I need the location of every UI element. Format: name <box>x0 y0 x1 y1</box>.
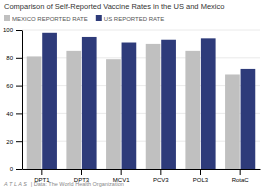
y-tick-label: 100 <box>3 27 14 33</box>
x-tick-mark <box>160 169 161 175</box>
x-tick-mark <box>41 169 42 175</box>
legend-label: MEXICO REPORTED RATE <box>12 16 88 22</box>
grid-line <box>22 169 260 170</box>
bar <box>27 56 42 169</box>
bar <box>185 51 200 169</box>
y-tick: 80 <box>6 55 22 61</box>
y-tick-label: 0 <box>10 166 14 172</box>
bar <box>106 59 121 169</box>
bars <box>27 33 256 169</box>
y-tick-label: 80 <box>6 55 13 61</box>
y-axis-line <box>22 31 23 170</box>
grid-line <box>22 141 260 142</box>
bar <box>161 40 176 169</box>
legend-swatch <box>96 15 102 21</box>
bar <box>225 74 240 169</box>
annotation: | Data: The World Health Organization <box>31 181 124 187</box>
x-tick: POL3 <box>193 169 209 183</box>
bar <box>201 38 216 169</box>
y-tick: 60 <box>6 83 22 89</box>
y-axis: 0 20 40 60 80 100 <box>3 27 23 172</box>
bar-series <box>42 33 255 169</box>
legend-item: US REPORTED RATE <box>96 15 164 22</box>
annotation: A T L A S <box>3 181 27 187</box>
y-tick-label: 40 <box>6 111 13 117</box>
legend-swatch <box>4 15 10 21</box>
y-tick-label: 60 <box>6 83 13 89</box>
legend: MEXICO REPORTED RATE US REPORTED RATE <box>4 15 164 22</box>
x-tick: RotaC <box>232 169 250 183</box>
bar <box>66 51 81 169</box>
legend-item: MEXICO REPORTED RATE <box>4 15 88 22</box>
bar <box>241 69 256 169</box>
x-tick-label: POL3 <box>193 177 209 183</box>
x-axis-line <box>23 169 261 170</box>
y-tick-mark <box>16 86 22 87</box>
y-tick-mark <box>16 169 22 170</box>
title: Comparison of Self-Reported Vaccine Rate… <box>4 2 224 11</box>
grid-line <box>22 85 260 86</box>
y-tick: 100 <box>3 27 22 33</box>
y-tick-mark <box>16 113 22 114</box>
plot: 020406080100DPT1DPT3MCV1PCV3POL3RotaC <box>3 27 261 183</box>
x-tick-mark <box>81 169 82 175</box>
legend-label: US REPORTED RATE <box>104 16 164 22</box>
grid-line <box>22 57 260 58</box>
x-tick: PCV3 <box>153 169 169 183</box>
x-tick-label: PCV3 <box>153 177 169 183</box>
x-tick-mark <box>200 169 201 175</box>
x-tick-mark <box>240 169 241 175</box>
bar <box>122 43 137 169</box>
grid <box>22 30 260 169</box>
y-tick: 40 <box>6 111 22 117</box>
grid-line <box>22 113 260 114</box>
y-tick-mark <box>16 30 22 31</box>
y-tick: 20 <box>6 139 22 145</box>
y-tick: 0 <box>10 166 22 172</box>
x-tick-label: RotaC <box>232 177 250 183</box>
bar <box>146 44 161 169</box>
y-tick-label: 20 <box>6 139 13 145</box>
bar <box>42 33 57 169</box>
grid-line <box>22 30 260 31</box>
x-tick-mark <box>121 169 122 175</box>
y-tick-mark <box>16 141 22 142</box>
bar <box>82 37 97 169</box>
chart: Comparison of Self-Reported Vaccine Rate… <box>0 0 266 189</box>
y-tick-mark <box>16 58 22 59</box>
